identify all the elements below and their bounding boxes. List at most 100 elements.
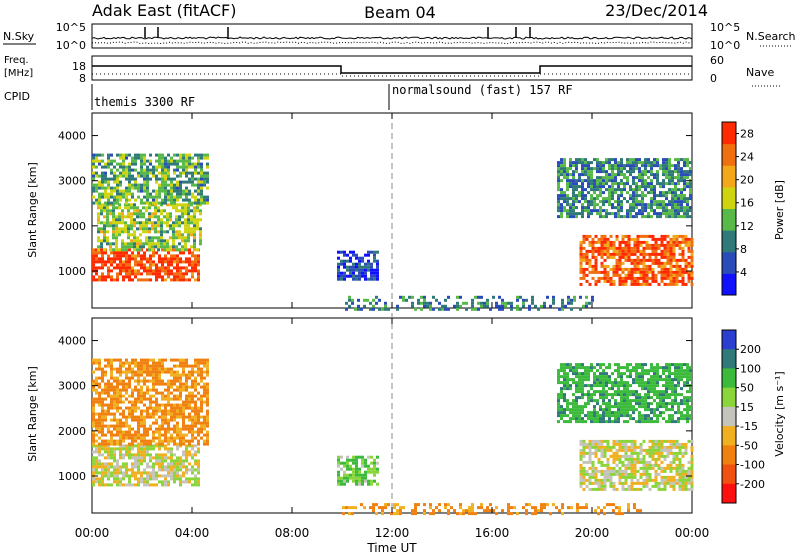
echo-cell bbox=[575, 402, 578, 406]
echo-cell bbox=[119, 450, 122, 454]
echo-cell bbox=[92, 442, 95, 446]
echo-cell bbox=[644, 408, 647, 412]
echo-cell bbox=[119, 183, 122, 187]
echo-cell bbox=[569, 179, 572, 183]
echo-cell bbox=[627, 509, 630, 513]
echo-cell bbox=[462, 509, 465, 513]
echo-cell bbox=[151, 239, 154, 243]
echo-cell bbox=[683, 372, 686, 376]
echo-cell bbox=[671, 182, 674, 186]
echo-cell bbox=[480, 304, 483, 308]
echo-cell bbox=[188, 165, 191, 169]
echo-cell bbox=[579, 481, 583, 485]
echo-cell bbox=[170, 379, 173, 383]
echo-cell bbox=[525, 512, 528, 516]
echo-cell bbox=[188, 406, 191, 410]
echo-cell bbox=[608, 203, 611, 207]
echo-cell bbox=[127, 236, 130, 240]
echo-cell bbox=[624, 439, 628, 443]
echo-cell bbox=[657, 237, 661, 241]
echo-cell bbox=[194, 400, 197, 404]
echo-cell bbox=[337, 461, 340, 465]
echo-cell bbox=[588, 454, 592, 458]
echo-cell bbox=[103, 215, 106, 219]
echo-cell bbox=[600, 451, 604, 455]
echo-cell bbox=[178, 221, 181, 225]
echo-cell bbox=[599, 188, 602, 192]
echo-cell bbox=[632, 390, 635, 394]
echo-cell bbox=[591, 451, 595, 455]
echo-cell bbox=[680, 366, 683, 370]
echo-cell bbox=[624, 481, 628, 485]
echo-cell bbox=[149, 278, 152, 282]
echo-cell bbox=[182, 153, 185, 157]
echo-cell bbox=[340, 479, 343, 483]
echo-cell bbox=[596, 390, 599, 394]
echo-cell bbox=[98, 183, 101, 187]
echo-cell bbox=[557, 188, 560, 192]
echo-cell bbox=[372, 304, 375, 308]
echo-cell bbox=[611, 197, 614, 201]
echo-cell bbox=[351, 301, 354, 305]
echo-cell bbox=[361, 256, 364, 260]
echo-cell bbox=[161, 442, 164, 446]
echo-cell bbox=[599, 185, 602, 189]
echo-cell bbox=[115, 230, 118, 234]
echo-cell bbox=[636, 243, 640, 247]
echo-cell bbox=[167, 447, 170, 451]
echo-cell bbox=[414, 506, 417, 510]
echo-cell bbox=[182, 275, 185, 279]
echo-cell bbox=[187, 203, 190, 207]
echo-cell bbox=[614, 188, 617, 192]
echo-cell bbox=[384, 506, 387, 510]
echo-cell bbox=[92, 415, 95, 419]
echo-cell bbox=[113, 477, 116, 481]
echo-cell bbox=[675, 282, 679, 286]
echo-cell bbox=[549, 512, 552, 516]
echo-cell bbox=[644, 173, 647, 177]
echo-cell bbox=[623, 408, 626, 412]
echo-cell bbox=[149, 177, 152, 181]
echo-cell bbox=[602, 402, 605, 406]
echo-cell bbox=[602, 191, 605, 195]
echo-cell bbox=[188, 376, 191, 380]
echo-cell bbox=[689, 191, 692, 195]
echo-cell bbox=[206, 361, 209, 365]
echo-cell bbox=[130, 224, 133, 228]
echo-cell bbox=[137, 171, 140, 175]
echo-cell bbox=[675, 276, 679, 280]
echo-cell bbox=[107, 153, 110, 157]
echo-cell bbox=[566, 399, 569, 403]
echo-cell bbox=[164, 418, 167, 422]
echo-cell bbox=[603, 451, 607, 455]
echo-cell bbox=[587, 384, 590, 388]
echo-cell bbox=[519, 295, 522, 299]
echo-cell bbox=[349, 259, 352, 263]
echo-cell bbox=[166, 239, 169, 243]
echo-cell bbox=[594, 478, 598, 482]
echo-cell bbox=[173, 462, 176, 466]
echo-cell bbox=[636, 509, 639, 513]
echo-cell bbox=[109, 248, 112, 252]
echo-cell bbox=[659, 393, 662, 397]
echo-cell bbox=[176, 153, 179, 157]
echo-cell bbox=[199, 233, 202, 237]
echo-cell bbox=[106, 203, 109, 207]
echo-cell bbox=[618, 442, 622, 446]
echo-cell bbox=[653, 212, 656, 216]
echo-cell bbox=[133, 221, 136, 225]
echo-cell bbox=[196, 227, 199, 231]
echo-cell bbox=[582, 246, 586, 250]
echo-cell bbox=[614, 161, 617, 165]
echo-cell bbox=[587, 375, 590, 379]
echo-cell bbox=[95, 400, 98, 404]
echo-cell bbox=[158, 427, 161, 431]
echo-cell bbox=[609, 276, 613, 280]
echo-cell bbox=[534, 506, 537, 510]
echo-cell bbox=[671, 203, 674, 207]
echo-cell bbox=[560, 158, 563, 162]
echo-cell bbox=[638, 402, 641, 406]
echo-cell bbox=[615, 469, 619, 473]
echo-cell bbox=[665, 194, 668, 198]
